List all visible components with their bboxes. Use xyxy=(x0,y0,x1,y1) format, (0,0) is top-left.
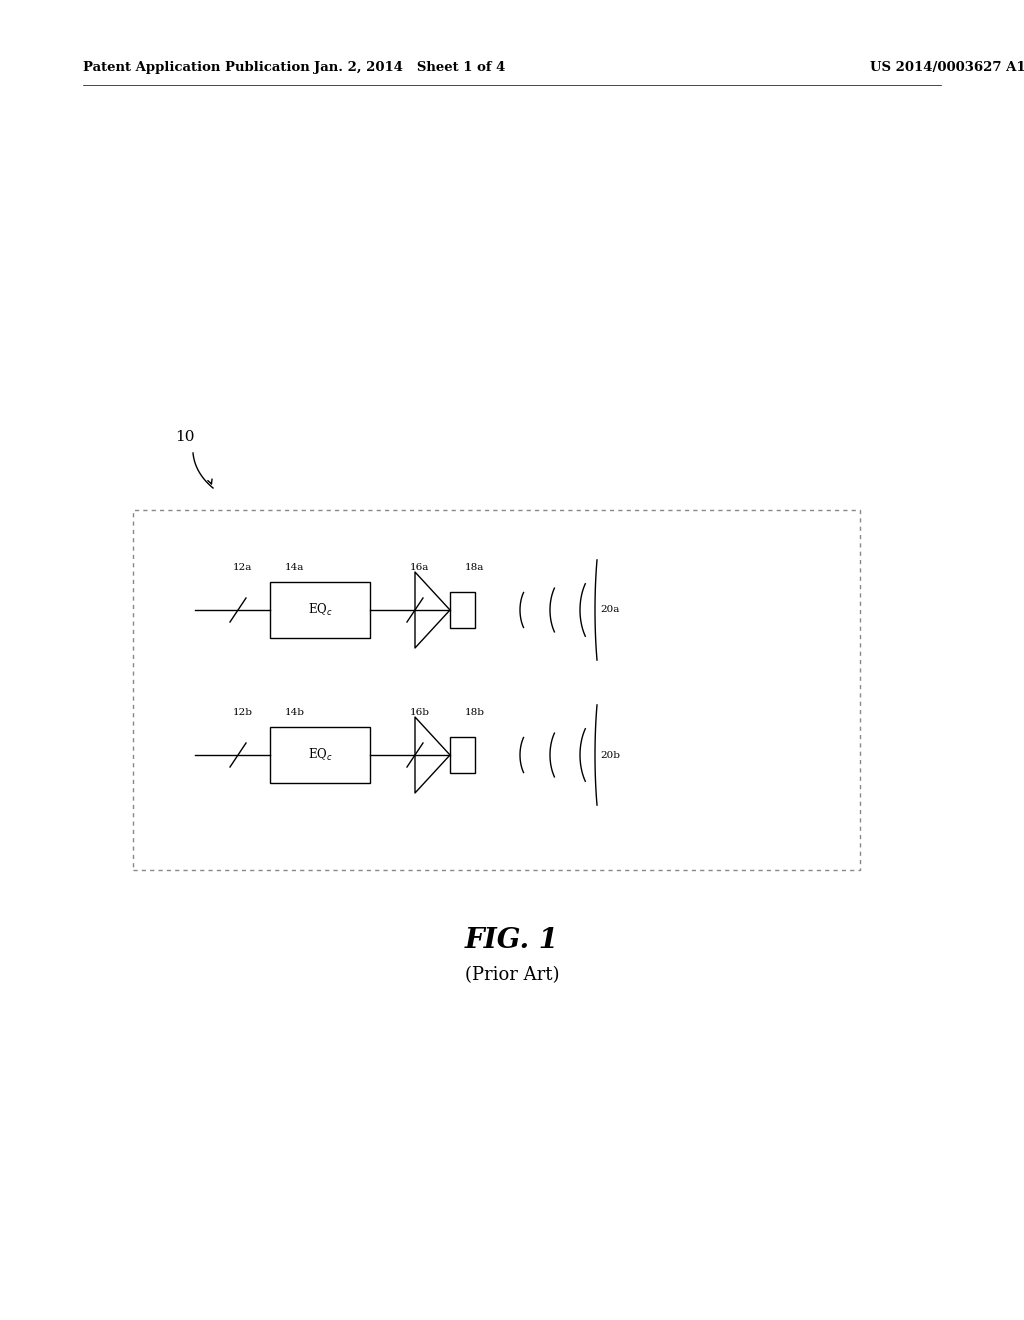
Text: Jan. 2, 2014   Sheet 1 of 4: Jan. 2, 2014 Sheet 1 of 4 xyxy=(314,62,506,74)
Text: Patent Application Publication: Patent Application Publication xyxy=(83,62,309,74)
Bar xyxy=(450,591,475,628)
Text: 20a: 20a xyxy=(600,606,620,615)
Text: 18a: 18a xyxy=(465,564,484,572)
Text: 18b: 18b xyxy=(465,708,485,717)
Text: 12a: 12a xyxy=(233,564,252,572)
Bar xyxy=(450,737,475,774)
Text: FIG. 1: FIG. 1 xyxy=(465,927,559,953)
Text: EQ$_c$: EQ$_c$ xyxy=(307,747,333,763)
Text: 14b: 14b xyxy=(285,708,305,717)
Text: 10: 10 xyxy=(175,430,195,444)
Text: 16a: 16a xyxy=(410,564,429,572)
Text: EQ$_c$: EQ$_c$ xyxy=(307,602,333,618)
Text: US 2014/0003627 A1: US 2014/0003627 A1 xyxy=(870,62,1024,74)
Text: 20b: 20b xyxy=(600,751,620,759)
Text: 14a: 14a xyxy=(285,564,304,572)
Bar xyxy=(270,582,370,638)
Bar xyxy=(270,727,370,783)
Text: (Prior Art): (Prior Art) xyxy=(465,966,559,983)
Text: 12b: 12b xyxy=(233,708,253,717)
Text: 16b: 16b xyxy=(410,708,430,717)
Bar xyxy=(133,510,860,870)
